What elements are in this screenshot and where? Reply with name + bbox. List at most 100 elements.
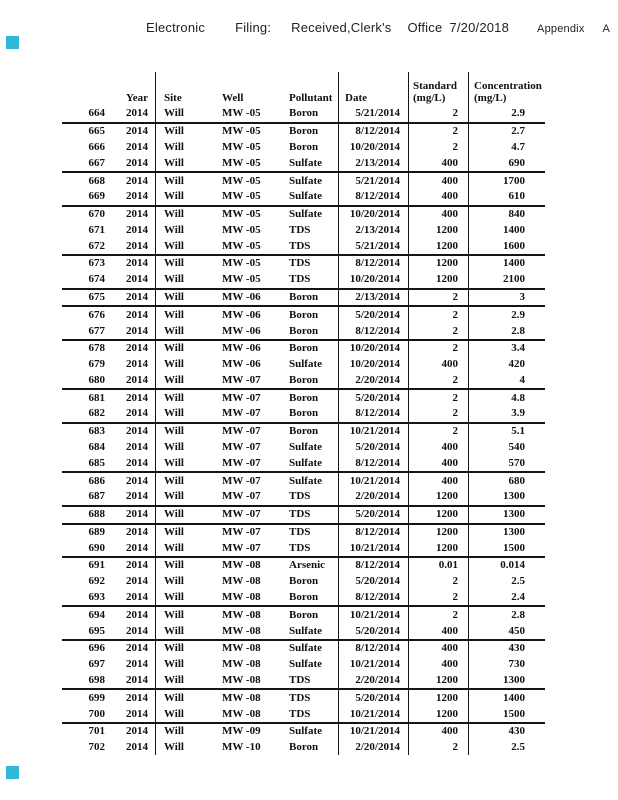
cell-well: MW -08 <box>222 658 261 671</box>
cell-site: Will <box>155 173 213 189</box>
cell-concentration: 2.4 <box>468 589 545 606</box>
cell-date: 8/12/2014 <box>338 323 408 339</box>
stamp-electronic: Electronic <box>146 20 206 35</box>
cell-pollutant: Sulfate <box>289 358 322 371</box>
cell-pollutant: Boron <box>289 342 319 355</box>
cell-pollutant: TDS <box>289 239 311 252</box>
cell-concentration: 420 <box>468 356 545 373</box>
cell-concentration: 4.8 <box>468 390 545 407</box>
cell-standard: 400 <box>408 439 468 456</box>
cell-standard: 2 <box>408 573 468 590</box>
header-year: Year <box>126 91 148 104</box>
cell-pollutant: Boron <box>289 407 319 420</box>
cell-date: 2/20/2014 <box>338 672 408 689</box>
cell-concentration: 1400 <box>468 256 545 272</box>
cell-well: MW -08 <box>222 691 261 704</box>
cell-pollutant: Sulfate <box>289 208 322 221</box>
cell-well: MW -08 <box>222 608 261 621</box>
cell-well: MW -07 <box>222 425 261 438</box>
cell-year: 2014 <box>126 107 148 120</box>
cell-site: Will <box>155 488 213 505</box>
cell-site: Will <box>155 139 213 156</box>
cell-standard: 1200 <box>408 524 468 541</box>
cell-date: 8/12/2014 <box>338 406 408 422</box>
cell-num: 691 <box>88 559 106 572</box>
table-row: 686 2014 Will MW -07 Sulfate 10/21/2014 400 680 <box>62 473 545 489</box>
cell-pollutant: Boron <box>289 425 319 438</box>
cell-date: 10/21/2014 <box>338 540 408 557</box>
cell-year: 2014 <box>126 673 148 686</box>
cell-well: MW -05 <box>222 174 261 187</box>
table-row: 680 2014 Will MW -07 Boron 2/20/2014 2 4 <box>62 372 545 391</box>
cell-concentration: 2.9 <box>468 106 545 122</box>
cell-standard: 400 <box>408 723 468 740</box>
cell-date: 10/20/2014 <box>338 139 408 156</box>
table-row: 681 2014 Will MW -07 Boron 5/20/2014 2 4.8 <box>62 390 545 407</box>
cell-concentration: 3.9 <box>468 406 545 422</box>
cell-standard: 1200 <box>408 256 468 272</box>
cell-date: 8/12/2014 <box>338 558 408 574</box>
cell-year: 2014 <box>126 358 148 371</box>
cell-site: Will <box>155 222 213 239</box>
cell-num: 701 <box>88 725 106 738</box>
table-row: 682 2014 Will MW -07 Boron 8/12/2014 2 3.9 <box>62 406 545 424</box>
cell-well: MW -07 <box>222 508 261 521</box>
cell-pollutant: Boron <box>289 608 319 621</box>
cell-standard: 1200 <box>408 672 468 689</box>
cell-standard: 2 <box>408 390 468 407</box>
cell-well: MW -08 <box>222 673 261 686</box>
cell-site: Will <box>155 473 213 489</box>
cell-well: MW -07 <box>222 490 261 503</box>
cell-pollutant: Boron <box>289 290 319 303</box>
cell-date: 2/20/2014 <box>338 488 408 505</box>
cell-well: MW -05 <box>222 156 261 169</box>
cell-num: 687 <box>88 490 106 503</box>
cell-date: 5/20/2014 <box>338 573 408 590</box>
cell-standard: 2 <box>408 123 468 140</box>
cell-num: 696 <box>88 642 106 655</box>
cell-site: Will <box>155 607 213 624</box>
cell-num: 689 <box>88 525 106 538</box>
table-row: 690 2014 Will MW -07 TDS 10/21/2014 1200 1500 <box>62 540 545 559</box>
table-row: 683 2014 Will MW -07 Boron 10/21/2014 2 5.1 <box>62 423 545 440</box>
cell-date: 8/12/2014 <box>338 589 408 606</box>
cell-pollutant: Arsenic <box>289 559 326 572</box>
cell-standard: 2 <box>408 289 468 306</box>
cell-num: 681 <box>88 391 106 404</box>
cell-date: 10/20/2014 <box>338 356 408 373</box>
table-row: 701 2014 Will MW -09 Sulfate 10/21/2014 400 430 <box>62 723 545 740</box>
table-row: 676 2014 Will MW -06 Boron 5/20/2014 2 2.9 <box>62 307 545 324</box>
cell-standard: 0.01 <box>408 558 468 574</box>
cell-well: MW -09 <box>222 725 261 738</box>
cell-year: 2014 <box>126 541 148 554</box>
cell-date: 10/21/2014 <box>338 473 408 489</box>
cell-concentration: 610 <box>468 188 545 205</box>
cell-pollutant: Boron <box>289 373 319 386</box>
cell-pollutant: TDS <box>289 541 311 554</box>
cell-num: 684 <box>88 441 106 454</box>
cell-concentration: 570 <box>468 455 545 472</box>
cell-num: 680 <box>88 373 106 386</box>
table-row: 673 2014 Will MW -05 TDS 8/12/2014 1200 1400 <box>62 256 545 272</box>
cell-site: Will <box>155 188 213 205</box>
cell-concentration: 0.014 <box>468 558 545 574</box>
cell-standard: 1200 <box>408 488 468 505</box>
cell-pollutant: Sulfate <box>289 156 322 169</box>
cell-concentration: 1300 <box>468 672 545 689</box>
cell-standard: 2 <box>408 739 468 756</box>
cell-num: 666 <box>88 140 106 153</box>
cell-standard: 400 <box>408 206 468 223</box>
cell-site: Will <box>155 307 213 324</box>
cell-well: MW -07 <box>222 373 261 386</box>
cell-year: 2014 <box>126 741 148 754</box>
cell-num: 673 <box>88 257 106 270</box>
cell-num: 692 <box>88 575 106 588</box>
cell-date: 5/20/2014 <box>338 506 408 523</box>
cell-year: 2014 <box>126 456 148 469</box>
cell-pollutant: Boron <box>289 391 319 404</box>
table-row: 691 2014 Will MW -08 Arsenic 8/12/2014 0.01 0.0… <box>62 558 545 574</box>
cell-well: MW -08 <box>222 591 261 604</box>
cell-well: MW -05 <box>222 190 261 203</box>
cell-num: 670 <box>88 208 106 221</box>
cell-well: MW -07 <box>222 441 261 454</box>
